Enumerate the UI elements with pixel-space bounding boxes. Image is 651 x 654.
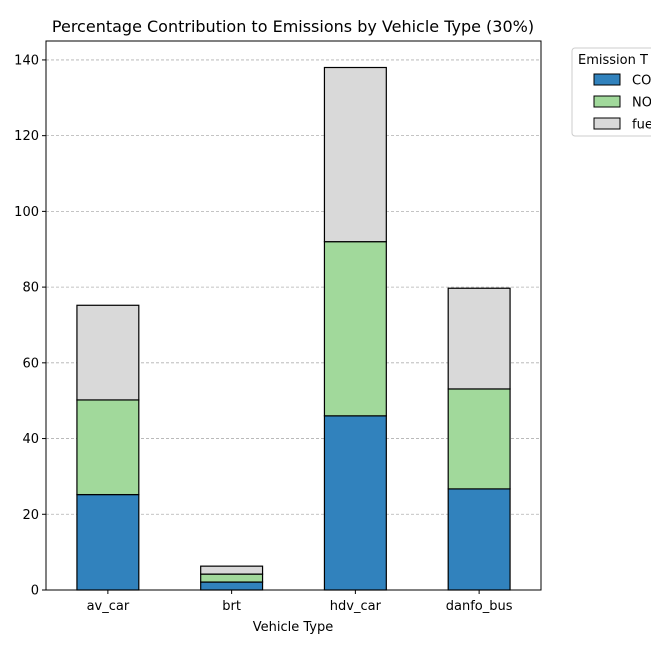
bar-danfo_bus-CO [447,488,511,591]
legend-swatch-NO [593,95,621,108]
x-tick-label: brt [222,599,241,614]
bar-av_car-fue [76,304,140,401]
bar-hdv_car-CO [323,415,387,591]
x-axis-ticks: av_car brt hdv_car danfo_bus [87,590,513,614]
legend-label: NO [632,96,651,111]
bar-hdv_car-fue [323,66,387,243]
bars [76,66,511,591]
y-tick-label: 80 [22,281,39,296]
bar-av_car-NO [76,399,140,496]
legend-frame [571,47,651,137]
y-axis-ticks: 0 20 40 60 80 100 120 140 [14,53,46,599]
bar-brt-NO [200,573,264,583]
plot-frame [45,40,542,591]
bar-brt-fue [200,565,264,575]
y-tick-label: 60 [22,356,39,371]
y-tick-label: 20 [22,508,39,523]
legend-label: fue [632,118,651,133]
legend: Emission T CO NO fue [571,47,651,137]
x-tick-label: hdv_car [330,599,382,614]
bar-brt-CO [200,581,264,591]
bar-danfo_bus-NO [447,388,511,490]
y-tick-label: 140 [14,53,39,68]
legend-swatch-fue [593,117,621,130]
legend-swatch-CO [593,73,621,86]
bar-hdv_car-NO [323,241,387,417]
chart-title: Percentage Contribution to Emissions by … [52,17,534,36]
x-tick-label: av_car [87,599,130,614]
legend-title: Emission T [578,53,648,68]
y-tick-label: 100 [14,205,39,220]
bar-danfo_bus-fue [447,287,511,390]
x-axis-label: Vehicle Type [253,620,333,635]
y-tick-label: 0 [31,584,39,599]
bar-av_car-CO [76,493,140,591]
x-tick-label: danfo_bus [446,599,513,614]
legend-label: CO [632,74,651,89]
y-tick-label: 40 [22,432,39,447]
legend-items: CO NO fue [593,73,651,133]
y-tick-label: 120 [14,129,39,144]
